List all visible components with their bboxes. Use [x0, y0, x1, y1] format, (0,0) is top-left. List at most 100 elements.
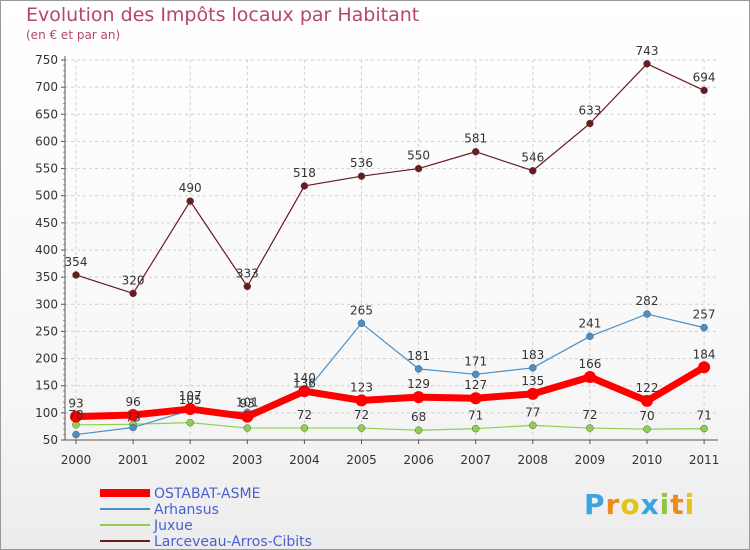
data-label-juxue: 72: [297, 408, 312, 422]
data-label-ostabat-asme: 123: [350, 380, 373, 394]
data-label-ostabat-asme: 166: [578, 357, 601, 371]
data-label-extra: 136: [293, 376, 316, 390]
point-juxue: [700, 424, 708, 433]
point-ostabat-asme: [698, 361, 711, 374]
data-label-ostabat-asme: 122: [636, 381, 659, 395]
point-larceveau-arros-cibits: [357, 172, 366, 180]
y-tick-label: 650: [35, 107, 58, 121]
point-arhansus: [529, 364, 537, 372]
data-label-larceveau-arros-cibits: 333: [236, 266, 259, 280]
data-label-extra: 78: [68, 408, 83, 422]
point-arhansus: [129, 423, 137, 432]
point-larceveau-arros-cibits: [414, 164, 423, 173]
point-ostabat-asme: [412, 391, 425, 404]
point-arhansus: [471, 370, 480, 379]
series-line-juxue: [75, 422, 705, 431]
x-tick-label: 2002: [175, 453, 206, 467]
series-line-ostabat-asme: [75, 364, 706, 421]
data-label-ostabat-asme: 129: [407, 377, 430, 391]
series-layer: [70, 60, 711, 439]
point-arhansus: [643, 310, 651, 318]
point-ostabat-asme: [641, 394, 653, 407]
data-label-larceveau-arros-cibits: 546: [521, 151, 544, 165]
point-ostabat-asme: [469, 392, 482, 405]
point-larceveau-arros-cibits: [243, 282, 252, 291]
x-tick-label: 2008: [518, 453, 549, 467]
x-tick-label: 2009: [575, 453, 606, 467]
point-larceveau-arros-cibits: [300, 182, 309, 190]
point-arhansus: [414, 365, 423, 373]
data-label-juxue: 71: [696, 409, 711, 423]
point-arhansus: [586, 332, 594, 341]
point-larceveau-arros-cibits: [529, 166, 537, 175]
x-tick-label: 2001: [118, 453, 149, 467]
point-juxue: [186, 418, 194, 427]
point-arhansus: [72, 430, 80, 439]
chart-title: Evolution des Impôts locaux par Habitant: [26, 4, 420, 26]
data-label-arhansus: 181: [407, 349, 430, 363]
y-tick-label: 400: [35, 243, 58, 257]
y-tick-label: 450: [35, 216, 58, 230]
y-tick-label: 200: [35, 352, 58, 366]
proxiti-logo: Proxiti: [584, 488, 695, 521]
y-tick-label: 750: [35, 53, 58, 67]
data-label-larceveau-arros-cibits: 581: [464, 132, 487, 146]
data-label-arhansus: 265: [350, 303, 373, 317]
y-tick-label: 600: [35, 134, 58, 148]
point-juxue: [357, 424, 366, 432]
point-juxue: [529, 421, 537, 430]
data-label-ostabat-asme: 107: [179, 389, 202, 403]
data-label-juxue: 72: [354, 408, 369, 422]
data-label-larceveau-arros-cibits: 320: [122, 273, 145, 287]
data-label-juxue: 72: [582, 408, 597, 422]
y-tick-label: 500: [35, 189, 58, 203]
point-larceveau-arros-cibits: [471, 147, 480, 156]
series-line-arhansus: [75, 313, 705, 436]
y-tick-label: 550: [35, 162, 58, 176]
point-ostabat-asme: [298, 385, 311, 398]
series-line-larceveau-arros-cibits: [75, 63, 705, 295]
data-label-arhansus: 257: [693, 308, 716, 322]
point-ostabat-asme: [355, 394, 368, 407]
point-juxue: [300, 424, 309, 432]
y-tick-label: 100: [35, 406, 58, 420]
point-arhansus: [700, 323, 708, 332]
data-label-larceveau-arros-cibits: 518: [293, 166, 316, 180]
point-larceveau-arros-cibits: [129, 289, 137, 298]
data-label-arhansus: 183: [521, 348, 544, 362]
data-label-juxue: 70: [639, 409, 654, 423]
data-label-larceveau-arros-cibits: 536: [350, 156, 373, 170]
data-label-arhansus: 171: [464, 354, 487, 368]
point-larceveau-arros-cibits: [643, 60, 651, 68]
x-tick-label: 2000: [61, 453, 92, 467]
point-ostabat-asme: [70, 410, 82, 423]
point-juxue: [471, 424, 480, 433]
x-tick-label: 2003: [232, 453, 263, 467]
point-juxue: [643, 425, 651, 433]
data-label-juxue: 77: [525, 405, 540, 419]
data-label-arhansus: 241: [578, 316, 601, 330]
x-tick-label: 2004: [289, 453, 320, 467]
logo-letter: x: [640, 488, 660, 521]
data-label-ostabat-asme: 96: [125, 395, 140, 409]
x-tick-label: 2011: [689, 453, 720, 467]
point-juxue: [243, 424, 252, 432]
point-larceveau-arros-cibits: [186, 197, 194, 205]
point-ostabat-asme: [526, 387, 539, 400]
point-larceveau-arros-cibits: [586, 119, 594, 128]
legend-label: Arhansus: [154, 502, 219, 518]
data-label-larceveau-arros-cibits: 490: [179, 181, 202, 195]
data-label-extra: 101: [236, 395, 259, 409]
legend-label: OSTABAT-ASME: [154, 486, 260, 502]
y-tick-label: 250: [35, 324, 58, 338]
y-tick-label: 300: [35, 297, 58, 311]
data-labels: 354 320 490 333 518 536 550 581 546 633 743 694 72 72…: [65, 44, 716, 425]
data-label-ostabat-asme: 135: [521, 374, 544, 388]
logo-letter: r: [605, 488, 621, 521]
legend-label: Larceveau-Arros-Cibits: [154, 534, 312, 550]
data-label-ostabat-asme: 127: [464, 378, 487, 392]
chart-subtitle: (en € et par an): [26, 28, 121, 42]
point-ostabat-asme: [583, 371, 596, 384]
